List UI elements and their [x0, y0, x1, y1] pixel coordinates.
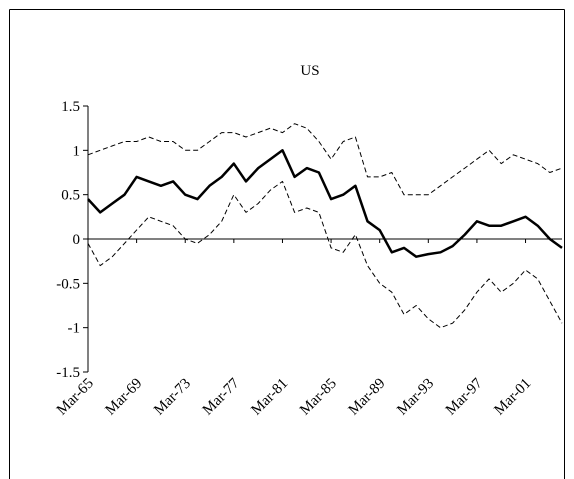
y-tick-label: -1	[68, 321, 81, 337]
chart-title: US	[300, 63, 319, 79]
x-tick-label: Mar-89	[346, 376, 389, 419]
x-tick-label: Mar-85	[297, 376, 340, 419]
y-tick-label: 1.5	[61, 99, 80, 115]
y-tick-label: 0.5	[61, 188, 80, 204]
x-tick-label: Mar-01	[491, 376, 534, 419]
series-line	[87, 149, 563, 258]
series-line	[87, 180, 563, 329]
x-tick-label: Mar-65	[54, 376, 97, 419]
series-line	[87, 123, 563, 196]
x-tick-label: Mar-93	[394, 376, 437, 419]
x-tick-label: Mar-81	[248, 376, 291, 419]
x-tick-label: Mar-69	[103, 376, 146, 419]
x-tick-label: Mar-77	[200, 375, 243, 418]
x-tick-label: Mar-97	[443, 375, 486, 418]
y-tick-label: 1	[73, 143, 81, 159]
y-tick-label: -1.5	[56, 365, 80, 381]
y-tick-label: -0.5	[56, 276, 80, 292]
y-tick-label: 0	[73, 232, 81, 248]
x-tick-label: Mar-73	[151, 376, 194, 419]
